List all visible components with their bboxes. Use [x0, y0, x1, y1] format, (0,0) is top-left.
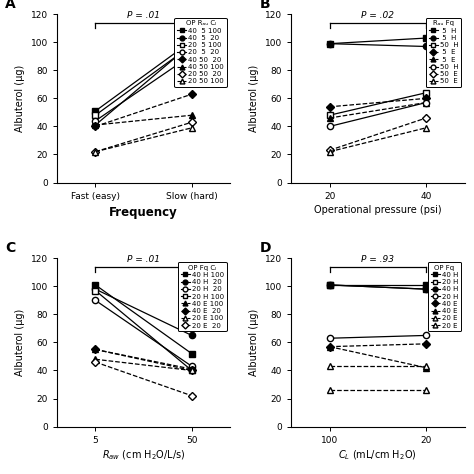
Y-axis label: Albuterol (μg): Albuterol (μg) [15, 65, 25, 132]
Text: D: D [260, 241, 271, 255]
X-axis label: $C_L$ (mL/cm H$_2$O): $C_L$ (mL/cm H$_2$O) [338, 449, 417, 463]
Text: C: C [5, 241, 15, 255]
Legend: 40  5 100, 40  5  20, 20  5 100, 20  5  20, 40 50  20, 40 50 100, 20 50  20, 20 : 40 5 100, 40 5 20, 20 5 100, 20 5 20, 40… [174, 18, 227, 87]
Legend:  5  H,  5  H, 50  H,  5  E,  5  E, 50  H, 50  E, 50  E: 5 H, 5 H, 50 H, 5 E, 5 E, 50 H, 50 E, 50… [426, 18, 461, 87]
X-axis label: Operational pressure (psi): Operational pressure (psi) [314, 205, 442, 215]
Legend: 40 H, 20 H, 40 H, 20 H, 40 E, 40 E, 20 E, 20 E: 40 H, 20 H, 40 H, 20 H, 40 E, 40 E, 20 E… [428, 262, 461, 331]
Text: A: A [5, 0, 16, 11]
Text: B: B [260, 0, 271, 11]
Y-axis label: Albuterol (μg): Albuterol (μg) [249, 309, 259, 376]
X-axis label: $R_{aw}$ (cm H$_2$O/L/s): $R_{aw}$ (cm H$_2$O/L/s) [102, 449, 185, 463]
Legend: 40 H 100, 40 H  20, 20 H  20, 20 H 100, 40 E 100, 40 E  20, 20 E 100, 20 E  20: 40 H 100, 40 H 20, 20 H 20, 20 H 100, 40… [178, 262, 227, 331]
Text: P = .02: P = .02 [361, 11, 394, 20]
Text: P = .93: P = .93 [361, 255, 394, 264]
Y-axis label: Albuterol (μg): Albuterol (μg) [249, 65, 259, 132]
X-axis label: Frequency: Frequency [109, 206, 178, 219]
Text: P = .01: P = .01 [127, 11, 160, 20]
Text: P = .01: P = .01 [127, 255, 160, 264]
Y-axis label: Albuterol (μg): Albuterol (μg) [15, 309, 25, 376]
